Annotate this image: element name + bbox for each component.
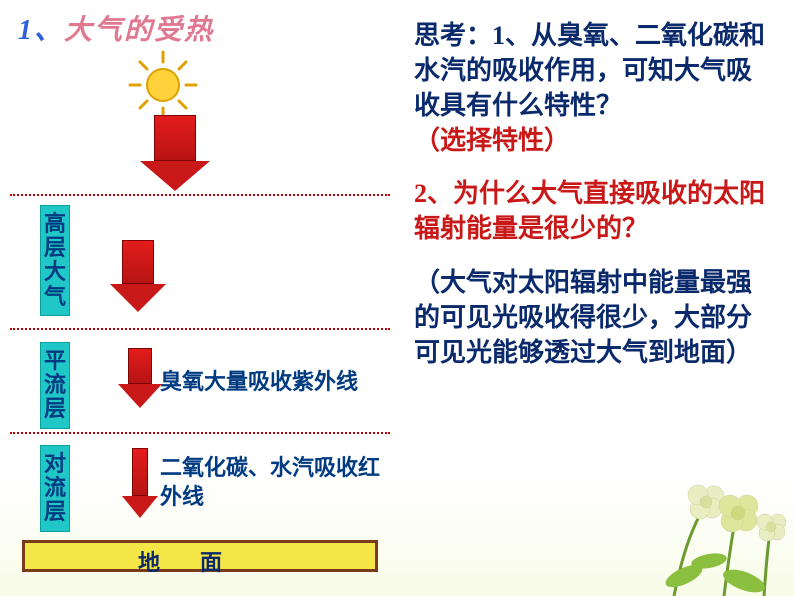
arrow-1 bbox=[140, 115, 210, 191]
sun-icon bbox=[128, 50, 198, 120]
title-text: 大气的受热 bbox=[64, 15, 214, 46]
layer-label-strato: 平流层 bbox=[40, 342, 70, 429]
flower-decoration-icon bbox=[654, 446, 794, 596]
thinking-answer: （大气对太阳辐射中能量最强的可见光吸收得很少，大部分 可见光能够透过大气到地面） bbox=[414, 265, 774, 370]
thinking-red1: （选择特性） bbox=[414, 126, 570, 155]
arrow-4 bbox=[122, 448, 158, 518]
diagram-column: 高层大气 平流层 臭氧大量吸收紫外线 对流层 二氧化碳、水汽吸收红外线 bbox=[0, 50, 390, 570]
boundary-line-3 bbox=[10, 432, 390, 434]
layer-label-upper: 高层大气 bbox=[40, 205, 70, 316]
title-number: 1、 bbox=[18, 15, 64, 46]
thinking-column: 思考：1、从臭氧、二氧化碳和水汽的吸收作用，可知大气吸收具有什么特性？（选择特性… bbox=[414, 18, 774, 370]
thinking-q2: 2、为什么大气直接吸收的太阳辐射能量是很少的？ bbox=[414, 176, 774, 246]
layer-label-tropo: 对流层 bbox=[40, 445, 70, 532]
ground-label: 地面 bbox=[25, 545, 375, 577]
arrow-2 bbox=[110, 240, 166, 312]
boundary-line-2 bbox=[10, 328, 390, 330]
tropo-text: 二氧化碳、水汽吸收红外线 bbox=[160, 454, 390, 511]
ground-bar: 地面 bbox=[22, 540, 378, 572]
boundary-line-1 bbox=[10, 194, 390, 196]
thinking-q1: 思考：1、从臭氧、二氧化碳和水汽的吸收作用，可知大气吸收具有什么特性？（选择特性… bbox=[414, 18, 774, 158]
strato-text: 臭氧大量吸收紫外线 bbox=[160, 368, 380, 397]
page-title: 1、大气的受热 bbox=[18, 8, 214, 48]
arrow-3 bbox=[118, 348, 162, 408]
